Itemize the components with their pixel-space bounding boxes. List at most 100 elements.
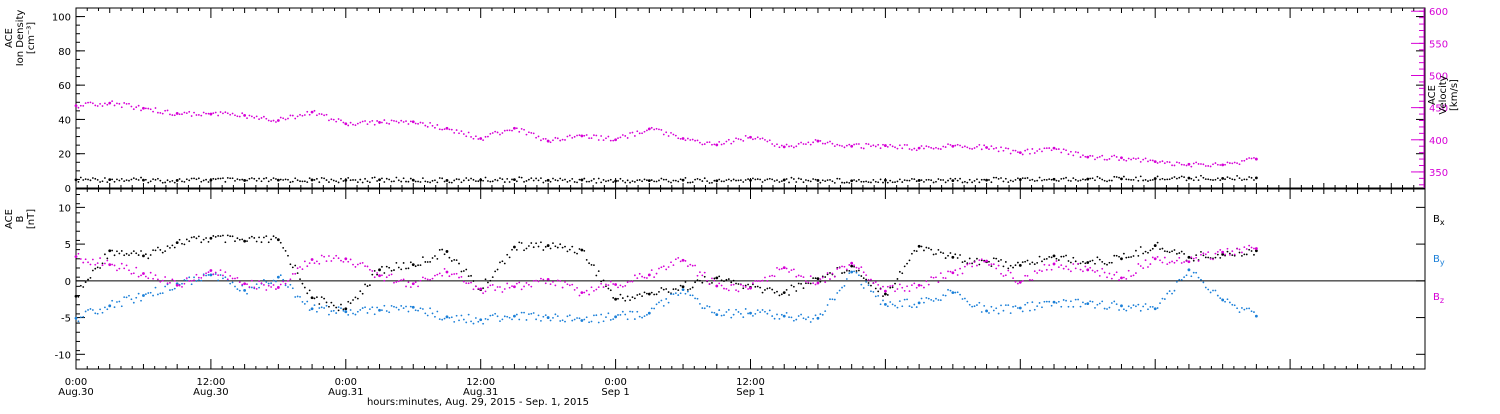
data-point bbox=[1187, 176, 1191, 180]
data-point bbox=[352, 263, 354, 266]
data-point bbox=[1065, 176, 1067, 179]
data-point bbox=[677, 137, 680, 140]
data-point bbox=[236, 115, 239, 118]
data-point bbox=[609, 139, 612, 142]
data-point bbox=[961, 298, 964, 300]
data-point bbox=[1245, 248, 1248, 250]
data-point bbox=[609, 319, 612, 321]
data-point bbox=[961, 181, 964, 184]
data-point bbox=[188, 110, 191, 113]
data-point bbox=[662, 304, 665, 307]
data-point bbox=[421, 122, 424, 124]
data-point bbox=[448, 316, 451, 319]
data-point bbox=[588, 321, 591, 324]
data-point bbox=[708, 305, 711, 308]
data-point bbox=[1147, 160, 1149, 163]
data-point bbox=[841, 286, 843, 289]
data-point bbox=[696, 279, 699, 282]
data-point bbox=[161, 251, 164, 254]
data-point bbox=[296, 179, 299, 182]
data-point bbox=[458, 276, 460, 279]
data-point bbox=[303, 286, 306, 289]
data-point bbox=[1161, 261, 1164, 264]
data-point bbox=[214, 273, 217, 275]
data-point bbox=[978, 301, 981, 304]
data-point bbox=[152, 249, 154, 252]
data-point bbox=[824, 180, 827, 183]
data-point bbox=[511, 318, 513, 321]
data-point bbox=[754, 312, 757, 315]
data-point bbox=[1156, 255, 1159, 258]
data-point bbox=[491, 314, 494, 317]
data-point bbox=[973, 305, 976, 308]
data-point bbox=[568, 314, 571, 317]
data-point bbox=[1084, 155, 1087, 158]
data-point bbox=[850, 264, 854, 268]
data-point bbox=[246, 117, 248, 120]
data-point bbox=[185, 277, 188, 280]
data-point bbox=[963, 180, 966, 183]
data-point bbox=[988, 148, 990, 151]
data-point bbox=[546, 178, 550, 182]
data-point bbox=[860, 275, 863, 277]
data-point bbox=[1231, 250, 1234, 253]
data-point bbox=[262, 177, 265, 180]
data-point bbox=[544, 314, 547, 317]
data-point bbox=[540, 139, 542, 142]
data-point bbox=[927, 178, 930, 181]
data-point bbox=[537, 314, 540, 317]
data-point bbox=[556, 179, 559, 182]
data-point bbox=[1029, 263, 1031, 265]
data-point bbox=[207, 271, 210, 274]
data-point bbox=[320, 177, 323, 179]
data-point bbox=[364, 283, 366, 286]
data-point bbox=[405, 305, 407, 308]
data-point bbox=[679, 292, 682, 295]
data-point bbox=[718, 309, 721, 311]
data-point bbox=[646, 313, 648, 316]
data-point bbox=[101, 105, 104, 107]
data-point bbox=[407, 310, 410, 313]
data-point bbox=[320, 113, 323, 116]
data-point bbox=[342, 260, 345, 263]
data-point bbox=[489, 180, 492, 183]
legend-label-Bz: Bz bbox=[1433, 292, 1444, 305]
data-point bbox=[250, 286, 253, 289]
data-point bbox=[963, 260, 966, 263]
data-point bbox=[1007, 147, 1010, 150]
data-point bbox=[246, 240, 248, 243]
data-point bbox=[132, 272, 135, 275]
data-point bbox=[785, 178, 788, 180]
data-point bbox=[161, 279, 164, 282]
data-point bbox=[1115, 156, 1118, 158]
data-point bbox=[1173, 261, 1176, 264]
data-point bbox=[667, 180, 670, 183]
data-point bbox=[923, 249, 925, 252]
data-point bbox=[655, 303, 658, 306]
data-point bbox=[1200, 250, 1202, 253]
data-point bbox=[450, 260, 453, 262]
data-point bbox=[1060, 264, 1063, 266]
data-point bbox=[1209, 165, 1212, 168]
data-point bbox=[161, 292, 164, 295]
data-point bbox=[323, 114, 326, 117]
data-point bbox=[147, 181, 150, 184]
data-point bbox=[315, 260, 318, 263]
data-point bbox=[1200, 253, 1202, 256]
data-point bbox=[1084, 178, 1087, 181]
data-point bbox=[826, 304, 829, 306]
data-point bbox=[518, 318, 521, 321]
data-point bbox=[1207, 256, 1210, 259]
data-point bbox=[963, 297, 966, 300]
data-point bbox=[816, 179, 820, 182]
data-point bbox=[395, 176, 398, 179]
data-point bbox=[901, 305, 904, 308]
data-point bbox=[874, 180, 877, 183]
data-point bbox=[901, 181, 904, 183]
data-point bbox=[925, 280, 928, 283]
data-point bbox=[896, 288, 899, 290]
data-point bbox=[711, 143, 713, 146]
data-point bbox=[128, 294, 130, 297]
data-point bbox=[84, 102, 87, 105]
data-point bbox=[1024, 260, 1027, 263]
